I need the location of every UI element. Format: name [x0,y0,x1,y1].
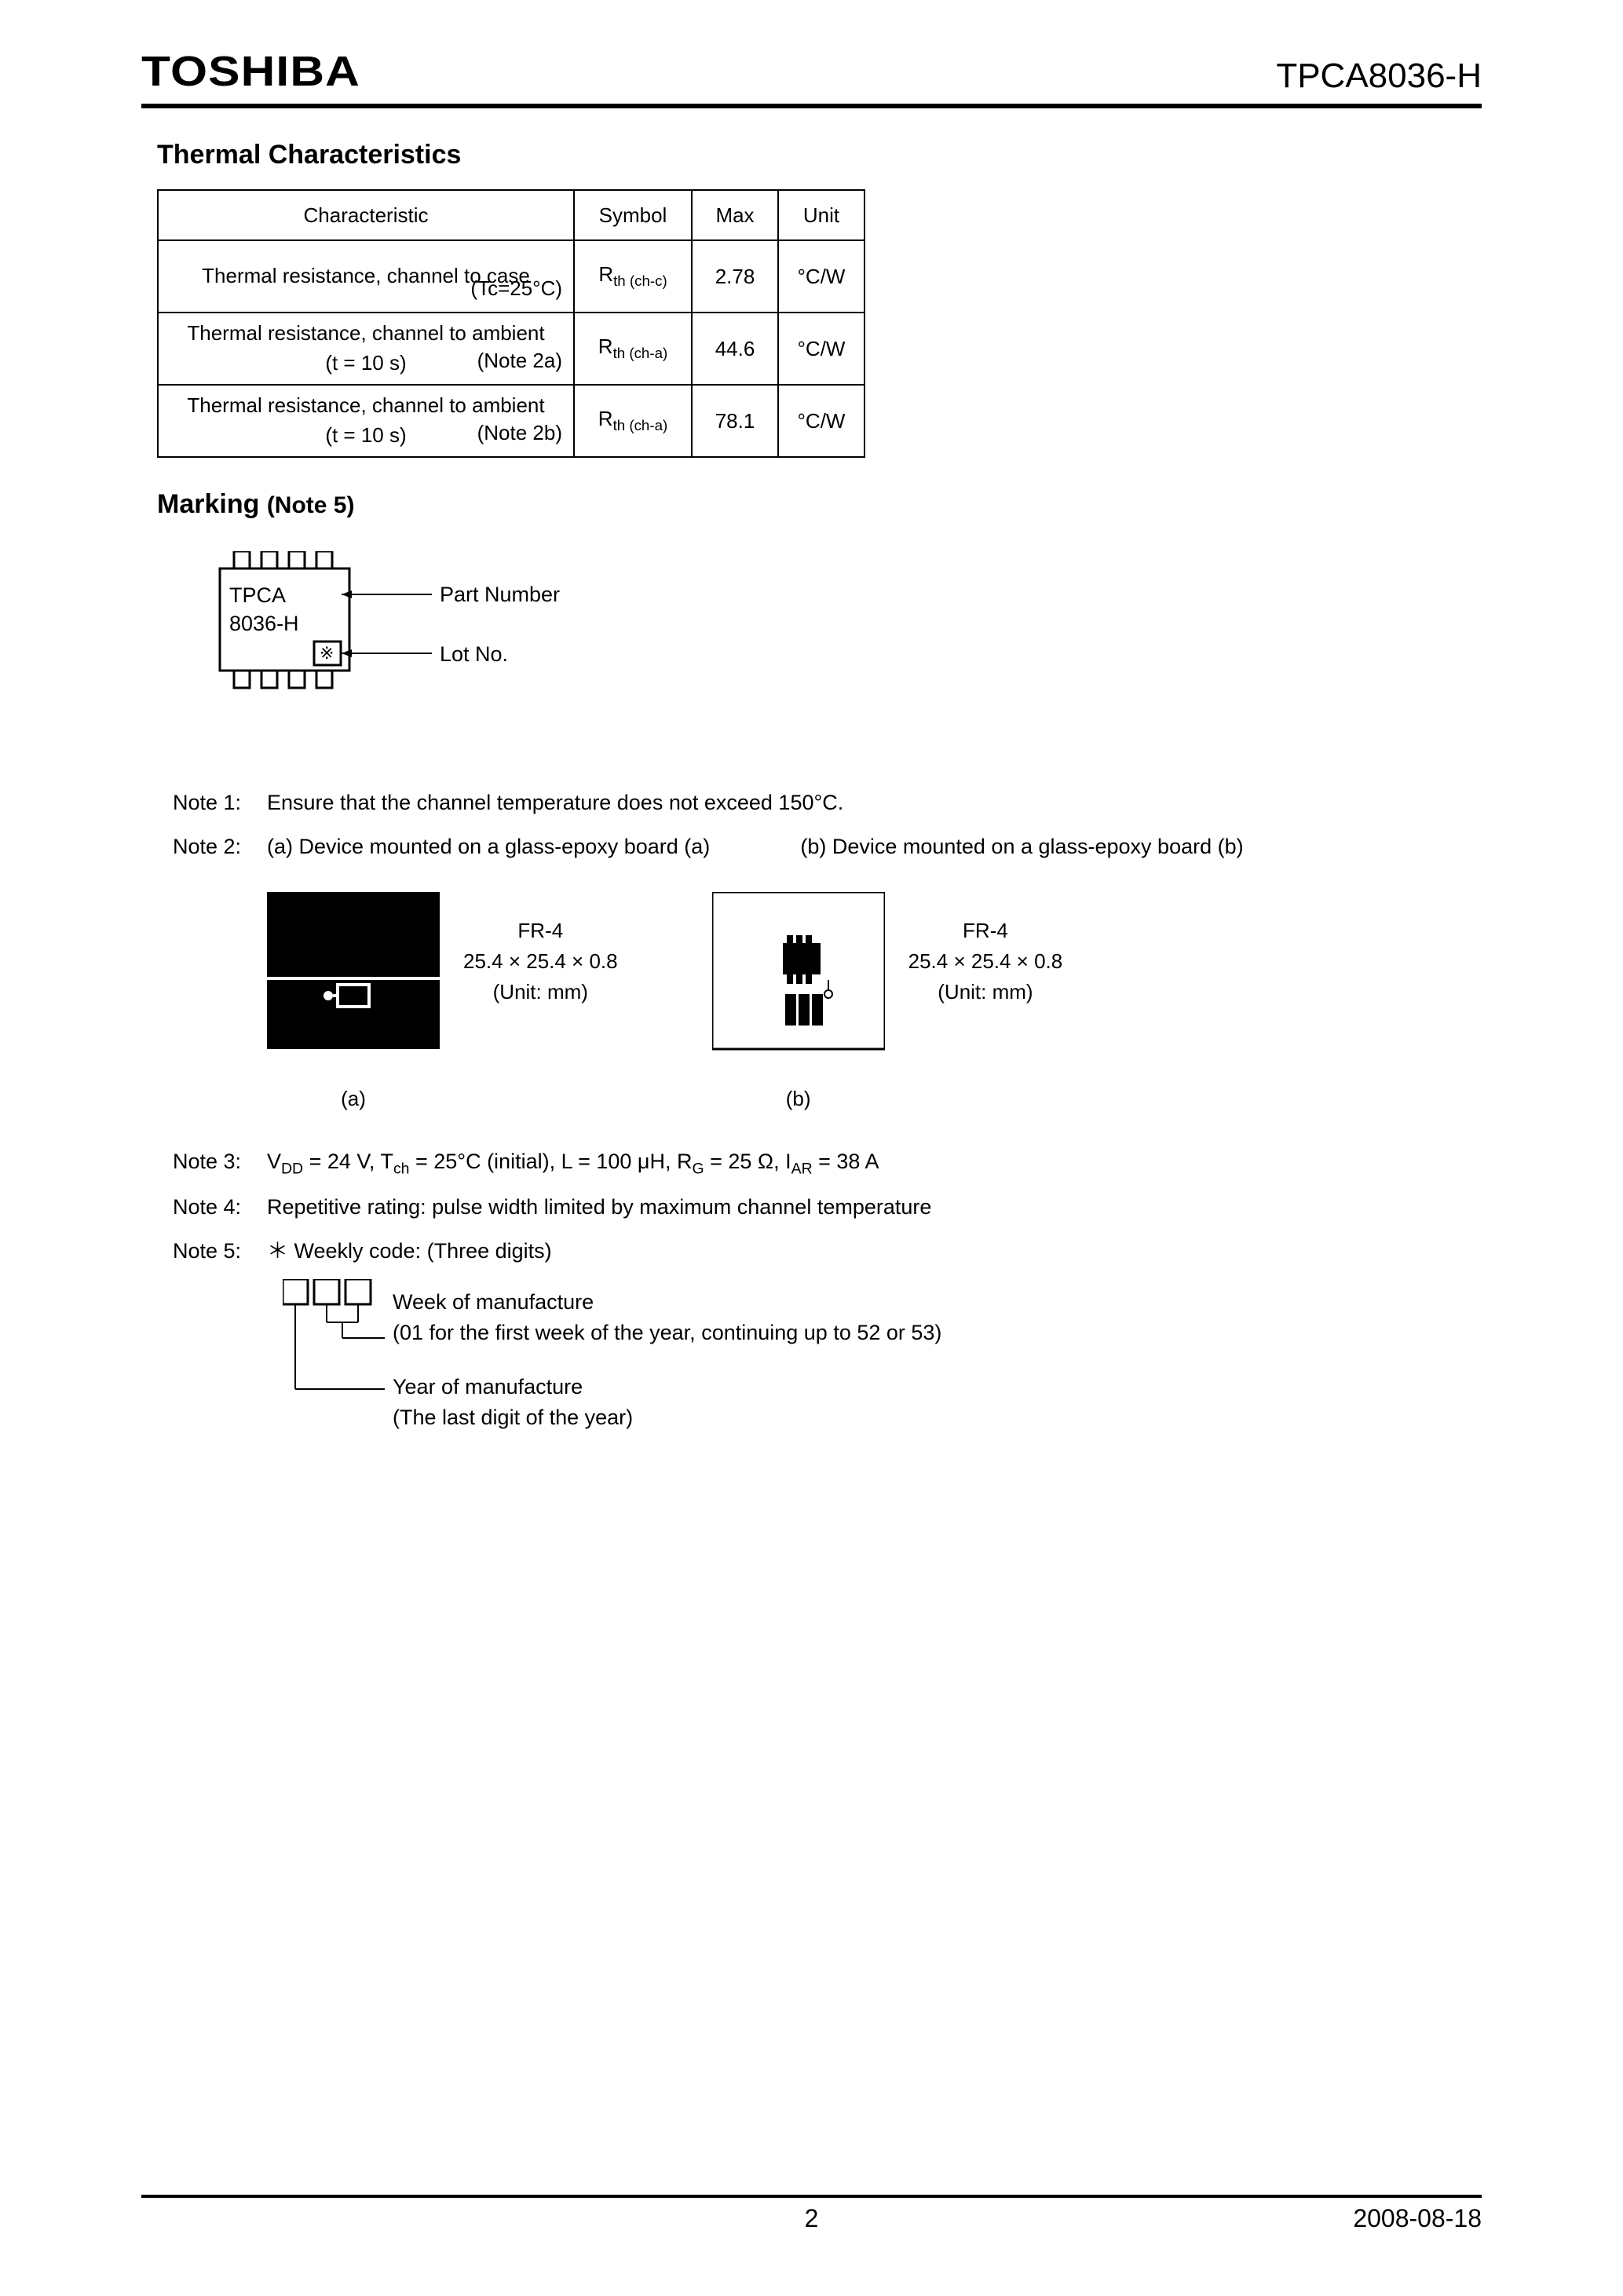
weekly-l3: Year of manufacture [393,1375,583,1398]
notes-section: Note 1: Ensure that the channel temperat… [173,787,1482,1420]
note-label: Note 1: [173,787,267,820]
cell-symbol: Rth (ch-a) [574,385,692,457]
weekly-l4: (The last digit of the year) [393,1406,633,1429]
note-label: Note 3: [173,1146,267,1181]
board-b-spec: FR-4 25.4 × 25.4 × 0.8 (Unit: mm) [908,916,1063,1007]
cell-characteristic: Thermal resistance, channel to ambient (… [158,313,574,385]
label-lot-no: Lot No. [440,642,508,667]
sym-sub: th (ch-a) [613,418,668,434]
note-body: (a) Device mounted on a glass-epoxy boar… [267,831,1482,864]
note-label: Note 2: [173,831,267,864]
board-b-svg [712,892,885,1065]
cell-unit: °C/W [778,385,865,457]
note2a: (a) Device mounted on a glass-epoxy boar… [267,835,710,858]
char-condition-left: (t = 10 s) [325,423,406,447]
chip-line2: 8036-H [229,612,299,635]
brand-logo: TOSHIBA [141,47,360,96]
note-label: Note 5: [173,1235,267,1268]
cell-max: 78.1 [692,385,778,457]
note-body: ＊ Weekly code: (Three digits) [267,1235,1482,1268]
cell-unit: °C/W [778,313,865,385]
sym-sub: th (ch-a) [613,345,668,362]
note2b: (b) Device mounted on a glass-epoxy boar… [800,835,1243,858]
spec-l2: 25.4 × 25.4 × 0.8 [908,949,1063,973]
weekly-l2: (01 for the first week of the year, cont… [393,1321,941,1344]
table-row: Thermal resistance, channel to case (Tc=… [158,240,865,313]
marking-title-note: (Note 5) [267,492,355,518]
char-condition: (Note 2a) [477,346,562,376]
note-1: Note 1: Ensure that the channel temperat… [173,787,1482,820]
weekly-code-diagram: Week of manufacture (01 for the first we… [283,1279,989,1420]
cell-characteristic: Thermal resistance, channel to case (Tc=… [158,240,574,313]
cell-max: 44.6 [692,313,778,385]
char-text: Thermal resistance, channel to ambient [187,393,544,417]
note-3: Note 3: VDD = 24 V, Tch = 25°C (initial)… [173,1146,1482,1181]
cell-max: 2.78 [692,240,778,313]
footer-date: 2008-08-18 [1353,2204,1482,2233]
weekly-l1: Week of manufacture [393,1290,594,1314]
note-5: Note 5: ＊ Weekly code: (Three digits) [173,1235,1482,1268]
cell-characteristic: Thermal resistance, channel to ambient (… [158,385,574,457]
th-characteristic: Characteristic [158,190,574,240]
chip-line1: TPCA [229,583,286,607]
table-header-row: Characteristic Symbol Max Unit [158,190,865,240]
sym-sub: th (ch-c) [613,273,667,290]
spec-l1: FR-4 [517,919,563,942]
sym-base: R [598,262,613,286]
part-number: TPCA8036-H [1276,57,1482,96]
note-4: Note 4: Repetitive rating: pulse width l… [173,1191,1482,1224]
th-symbol: Symbol [574,190,692,240]
spec-l2: 25.4 × 25.4 × 0.8 [463,949,618,973]
board-a-caption: (a) [267,1083,440,1114]
char-text: Thermal resistance, channel to ambient [187,321,544,345]
spec-l1: FR-4 [963,919,1008,942]
label-part-number: Part Number [440,583,560,607]
table-row: Thermal resistance, channel to ambient (… [158,313,865,385]
board-b-block: (b) FR-4 25.4 × 25.4 × 0.8 (Unit: mm) [712,892,1063,1114]
board-a-block: (a) FR-4 25.4 × 25.4 × 0.8 (Unit: mm) [267,892,618,1114]
board-a-spec: FR-4 25.4 × 25.4 × 0.8 (Unit: mm) [463,916,618,1007]
datasheet-page: TOSHIBA TPCA8036-H Thermal Characteristi… [0,0,1623,2296]
section-title-thermal: Thermal Characteristics [157,140,1482,170]
board-b-caption: (b) [712,1083,885,1114]
sym-base: R [598,407,613,430]
cell-unit: °C/W [778,240,865,313]
table-row: Thermal resistance, channel to ambient (… [158,385,865,457]
weekly-year-text: Year of manufacture (The last digit of t… [393,1372,633,1433]
marking-diagram: TPCA 8036-H ※ Part Number Lot No. [204,551,754,716]
th-max: Max [692,190,778,240]
note-2: Note 2: (a) Device mounted on a glass-ep… [173,831,1482,864]
spec-l3: (Unit: mm) [493,980,588,1004]
sym-base: R [598,335,613,358]
board-a: (a) [267,892,440,1114]
page-number: 2 [805,2204,819,2233]
section-title-marking: Marking (Note 5) [157,489,1482,520]
page-header: TOSHIBA TPCA8036-H [141,47,1482,108]
char-condition-left: (t = 10 s) [325,351,406,375]
cell-symbol: Rth (ch-c) [574,240,692,313]
board-b: (b) [712,892,885,1114]
board-a-svg [267,892,440,1065]
thermal-table: Characteristic Symbol Max Unit Thermal r… [157,189,865,458]
weekly-week-text: Week of manufacture (01 for the first we… [393,1287,941,1348]
board-figures: (a) FR-4 25.4 × 25.4 × 0.8 (Unit: mm) [267,892,1482,1114]
note-body: Repetitive rating: pulse width limited b… [267,1191,1482,1224]
note-body: Ensure that the channel temperature does… [267,787,1482,820]
note-body: VDD = 24 V, Tch = 25°C (initial), L = 10… [267,1146,1482,1181]
char-condition: (Tc=25°C) [470,274,562,304]
spec-l3: (Unit: mm) [938,980,1033,1004]
note-label: Note 4: [173,1191,267,1224]
th-unit: Unit [778,190,865,240]
char-condition: (Note 2b) [477,419,562,448]
marking-title-text: Marking [157,489,259,519]
chip-lot-symbol: ※ [320,643,334,664]
page-footer: 2 2008-08-18 [141,2195,1482,2233]
cell-symbol: Rth (ch-a) [574,313,692,385]
chip-text: TPCA 8036-H [229,581,299,638]
